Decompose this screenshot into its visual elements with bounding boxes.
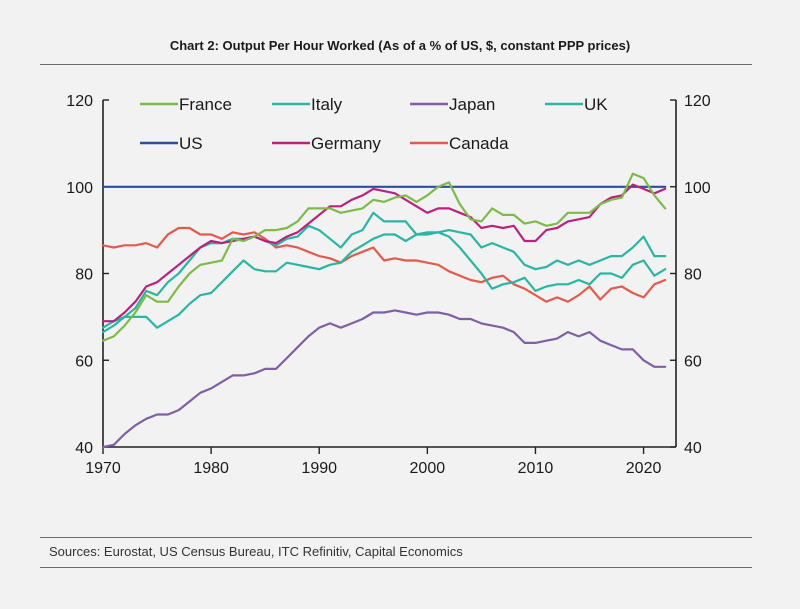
y-tick-label-left: 60	[75, 353, 93, 370]
source-divider-bottom	[40, 567, 752, 568]
y-tick-label-left: 120	[66, 93, 93, 110]
series-line-france	[101, 172, 667, 342]
chart-axes: 40 40 60 60 80 80 100 100 120 120 1970 1980 1990 2000…	[66, 93, 711, 477]
y-tick-label-right: 80	[684, 267, 702, 284]
legend-label-france: France	[179, 95, 232, 114]
x-tick-label: 2020	[626, 460, 662, 477]
y-tick-label-right: 120	[684, 93, 711, 110]
y-tick-label-right: 40	[684, 440, 702, 457]
x-tick-label: 1990	[301, 460, 337, 477]
chart-title: Chart 2: Output Per Hour Worked (As of a…	[169, 38, 631, 53]
y-tick-label-right: 60	[684, 353, 702, 370]
legend-label-italy: Italy	[311, 95, 343, 114]
legend-label-japan: Japan	[449, 95, 495, 114]
source-divider-top	[40, 537, 752, 538]
series-line-germany	[101, 183, 667, 323]
x-tick-label: 2000	[410, 460, 446, 477]
legend-label-germany: Germany	[311, 134, 381, 153]
y-tick-label-right: 100	[684, 180, 711, 197]
legend-label-canada: Canada	[449, 134, 509, 153]
legend-label-uk: UK	[584, 95, 608, 114]
series-line-italy	[101, 211, 667, 334]
x-tick-label: 1980	[193, 460, 229, 477]
source-note: Sources: Eurostat, US Census Bureau, ITC…	[49, 544, 463, 559]
series-line-canada	[101, 226, 667, 303]
chart-legend: France Italy Japan UK US Germany Canada	[140, 95, 608, 153]
top-divider	[40, 64, 752, 65]
y-tick-label-left: 40	[75, 440, 93, 457]
x-tick-label: 2010	[518, 460, 554, 477]
series-line-japan	[101, 309, 667, 449]
legend-label-us: US	[179, 134, 203, 153]
y-tick-label-left: 80	[75, 267, 93, 284]
chart-series	[101, 172, 667, 449]
series-line-uk	[101, 231, 667, 329]
x-tick-label: 1970	[85, 460, 121, 477]
y-tick-label-left: 100	[66, 180, 93, 197]
